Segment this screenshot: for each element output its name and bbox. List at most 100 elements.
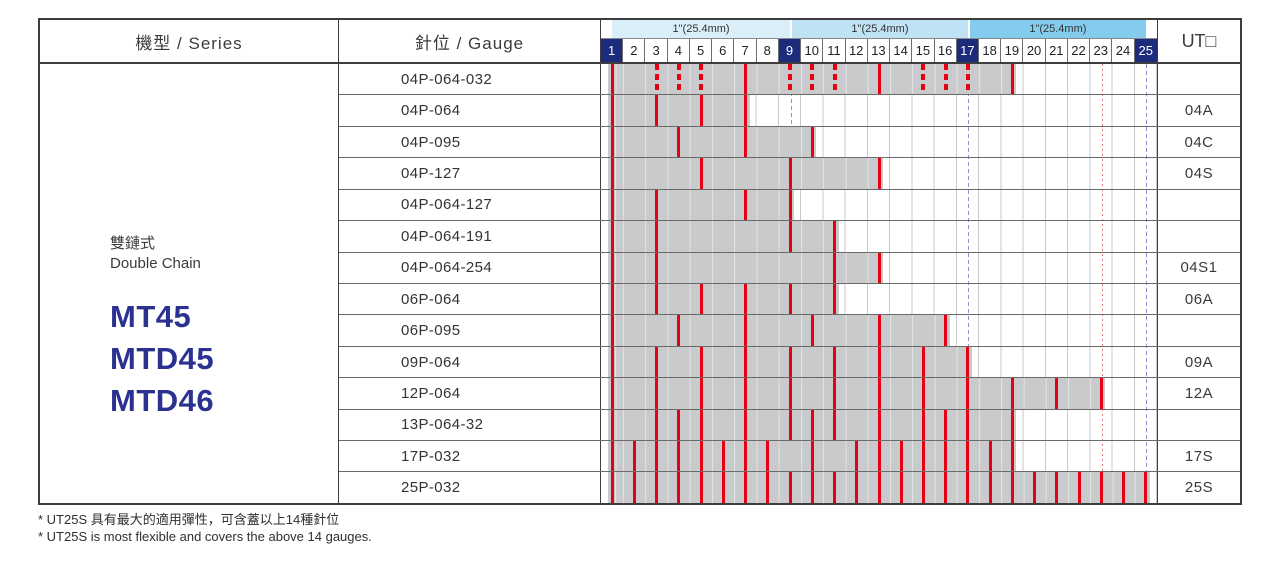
table-row: 17P-032 17S — [339, 441, 1240, 473]
ut-cell — [1157, 221, 1240, 252]
needle-mark — [677, 409, 681, 441]
needle-mark — [877, 378, 881, 409]
needle-mark — [921, 378, 925, 409]
needle-mark — [699, 346, 703, 378]
footnote-en: * UT25S is most flexible and covers the … — [38, 529, 372, 544]
needle-mark — [833, 283, 837, 315]
needle-mark — [833, 221, 837, 252]
ut-cell: 04S — [1157, 158, 1240, 189]
needle-chart-cell — [601, 189, 1157, 221]
needle-chart-cell — [601, 409, 1157, 441]
needle-mark-dashed — [832, 64, 837, 95]
needle-chart-cell — [601, 346, 1157, 378]
needle-mark — [610, 409, 614, 441]
needle-mark — [788, 346, 792, 378]
needle-mark — [744, 315, 748, 346]
needle-chart-cell — [601, 158, 1157, 189]
needle-chart-cell — [601, 378, 1157, 409]
column-number-21: 21 — [1045, 39, 1068, 62]
needle-mark — [744, 95, 748, 126]
needle-mark-dashed — [921, 64, 926, 95]
gauge-bar — [608, 189, 795, 221]
gauge-cell: 04P-064 — [339, 95, 601, 126]
gauge-cell: 17P-032 — [339, 441, 601, 472]
needle-mark — [877, 346, 881, 378]
needle-mark — [699, 378, 703, 409]
needle-mark — [944, 472, 948, 503]
series-model: MTD45 — [110, 341, 215, 376]
needle-mark — [921, 346, 925, 378]
needle-mark-dashed — [943, 64, 948, 95]
needle-mark — [655, 346, 659, 378]
needle-mark — [855, 441, 859, 472]
needle-mark — [1055, 472, 1059, 503]
needle-mark — [610, 472, 614, 503]
table-row: 04P-064 04A — [339, 95, 1240, 127]
needle-mark — [1010, 409, 1014, 441]
needle-mark — [988, 441, 992, 472]
needle-mark — [1099, 472, 1103, 503]
gauge-cell: 04P-064-032 — [339, 64, 601, 95]
needle-mark — [1055, 378, 1059, 409]
needle-mark — [1010, 441, 1014, 472]
gauge-cell: 09P-064 — [339, 346, 601, 378]
gauge-cell: 25P-032 — [339, 472, 601, 503]
table-row: 04P-064-127 — [339, 189, 1240, 222]
needle-mark — [1122, 472, 1126, 503]
needle-mark — [810, 441, 814, 472]
column-number-2: 2 — [623, 39, 646, 62]
needle-mark — [610, 378, 614, 409]
needle-mark — [655, 409, 659, 441]
gauge-bar — [608, 221, 839, 252]
needle-mark — [877, 158, 881, 189]
column-number-6: 6 — [712, 39, 735, 62]
needle-mark — [877, 64, 881, 95]
series-model: MT45 — [110, 299, 192, 334]
ut-cell: 04C — [1157, 126, 1240, 158]
needle-mark — [677, 441, 681, 472]
table-row: 06P-064 06A — [339, 283, 1240, 316]
column-number-row: 1 2 3 4 5 6 7 8 9 10 11 12 13 14 15 16 17 18 19 20 21 22 23 24 2… — [601, 39, 1157, 62]
needle-mark — [766, 472, 770, 503]
needle-mark — [1099, 378, 1103, 409]
needle-mark — [610, 346, 614, 378]
ut-cell: 25S — [1157, 472, 1240, 503]
column-number-12: 12 — [845, 39, 868, 62]
gauge-column-header: 針位 / Gauge — [339, 20, 601, 62]
needle-mark — [1077, 472, 1081, 503]
gauge-rows: 04P-064-032 04P-064 04A 04P-095 04C 04P-127 04… — [339, 64, 1240, 503]
band-cap-left — [601, 20, 613, 38]
gauge-bar — [608, 158, 883, 189]
gauge-cell: 12P-064 — [339, 378, 601, 409]
needle-mark — [810, 472, 814, 503]
gauge-cell: 04P-127 — [339, 158, 601, 189]
column-number-11: 11 — [823, 39, 846, 62]
needle-mark-dashed — [965, 64, 970, 95]
needle-chart-cell — [601, 283, 1157, 315]
rows-area: 04P-064-032 04P-064 04A 04P-095 04C 04P-127 04… — [339, 64, 1240, 503]
gauge-bar — [608, 315, 950, 346]
column-number-4: 4 — [667, 39, 690, 62]
needle-mark — [944, 315, 948, 346]
column-number-19: 19 — [1001, 39, 1024, 62]
ut-cell: 04A — [1157, 95, 1240, 126]
needle-mark — [610, 283, 614, 315]
needle-chart-cell — [601, 126, 1157, 158]
needle-chart-cell — [601, 221, 1157, 252]
ut-cell: 06A — [1157, 283, 1240, 315]
column-number-14: 14 — [890, 39, 913, 62]
ut-cell — [1157, 189, 1240, 221]
column-number-3: 3 — [645, 39, 668, 62]
column-number-13: 13 — [867, 39, 891, 62]
needle-mark — [610, 441, 614, 472]
needle-mark — [699, 409, 703, 441]
ut-cell: 17S — [1157, 441, 1240, 472]
needle-mark — [788, 158, 792, 189]
needle-mark — [1010, 378, 1014, 409]
gauge-table: 機型 / Series 針位 / Gauge 1"(25.4mm) 1"(25.… — [38, 18, 1242, 505]
table-row: 25P-032 25S — [339, 472, 1240, 503]
table-row: 04P-095 04C — [339, 126, 1240, 159]
column-number-20: 20 — [1023, 39, 1046, 62]
needle-mark — [877, 441, 881, 472]
gauge-cell: 06P-064 — [339, 283, 601, 315]
